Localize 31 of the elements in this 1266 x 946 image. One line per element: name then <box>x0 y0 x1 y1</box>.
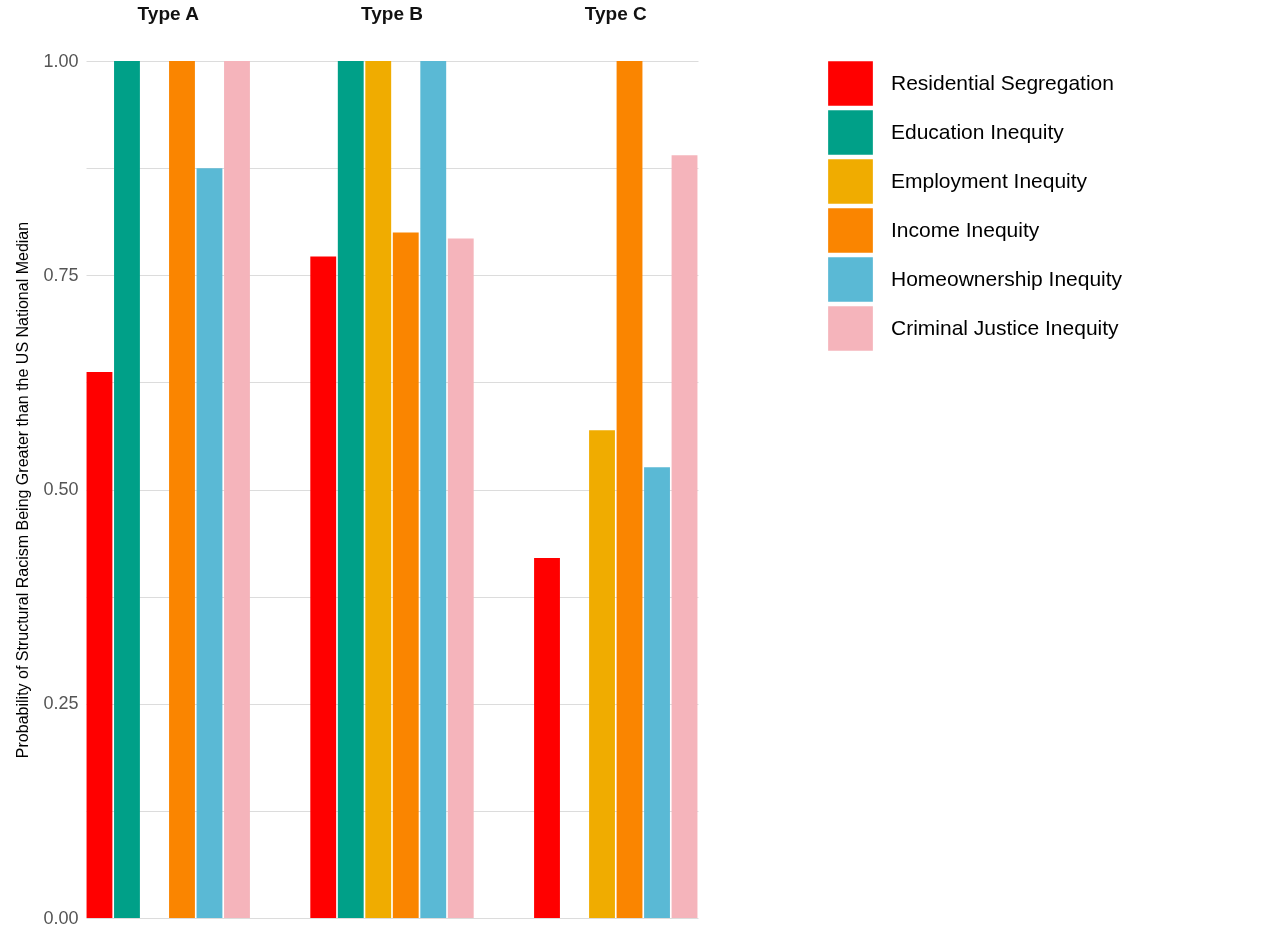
y-tick-label: 0.25 <box>43 693 79 714</box>
y-tick-label: 0.50 <box>43 479 79 499</box>
bar <box>392 232 419 918</box>
bar <box>616 61 643 918</box>
bar <box>589 430 615 918</box>
bar <box>114 61 140 918</box>
x-tick-label: Type B <box>361 2 423 24</box>
legend-label: Education Inequity <box>891 119 1065 143</box>
x-tick-label: Type A <box>137 2 200 24</box>
y-tick-label: 0.75 <box>43 264 79 285</box>
legend-label: Criminal Justice Inequity <box>891 315 1120 339</box>
y-tick-label: 1.00 <box>43 50 79 71</box>
bar <box>310 256 337 918</box>
bar <box>196 168 223 918</box>
bar <box>337 61 364 918</box>
legend-label: Homeownership Inequity <box>891 266 1123 290</box>
y-tick-label: 0.00 <box>43 907 79 928</box>
bar <box>224 61 250 918</box>
legend-label: Income Inequity <box>891 217 1040 241</box>
bar <box>644 467 670 918</box>
bar <box>169 61 195 918</box>
bar <box>534 558 560 918</box>
y-axis-title: Probability of Structural Racism Being Greater than the US National Median <box>14 221 32 759</box>
legend-label: Employment Inequity <box>891 168 1088 192</box>
bar <box>365 61 392 918</box>
legend-label: Residential Segregation <box>891 70 1114 94</box>
x-tick-label: Type C <box>584 2 648 24</box>
bar <box>420 61 447 918</box>
bar <box>671 155 698 918</box>
bar <box>447 238 474 918</box>
bar <box>86 372 113 918</box>
